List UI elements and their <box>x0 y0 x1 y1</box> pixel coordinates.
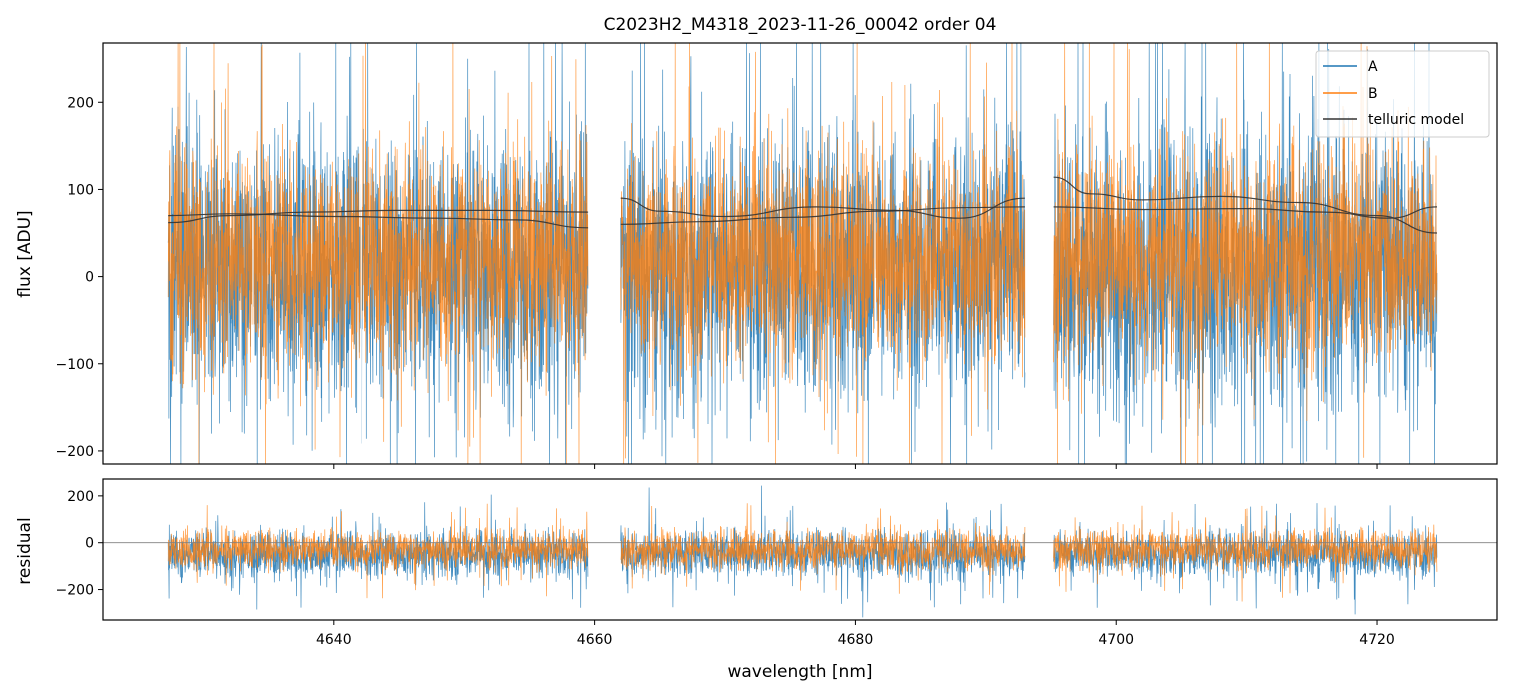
residual-axes-frame <box>102 478 1498 621</box>
legend-label-A: A <box>1368 59 1378 75</box>
x-axis-label: wavelength [nm] <box>727 662 872 682</box>
residual-y-axis-label: residual <box>15 517 35 584</box>
telluric-model-line-5 <box>1053 176 1438 234</box>
telluric-model-line-1 <box>168 209 589 224</box>
residual-y-ticks: −200 0 200 <box>56 489 103 599</box>
chart-title: C2023H2_M4318_2023-11-26_00042 order 04 <box>604 15 997 35</box>
telluric-model-line-6 <box>1053 206 1438 219</box>
residual-x-ticks: 4640 4660 4680 4700 4720 <box>316 620 1395 648</box>
flux-y-tick-label-5: 200 <box>67 95 94 111</box>
flux-y-tick-label-4: 100 <box>67 182 94 198</box>
telluric-model-line-3 <box>620 197 1025 219</box>
spectrum-B-segment-2 <box>620 43 1026 464</box>
legend-label-B: B <box>1368 86 1378 102</box>
residual-B-segment-3 <box>1053 505 1438 602</box>
residual-y-tick-label-2: 0 <box>85 536 94 552</box>
residual-spectra <box>167 485 1438 618</box>
residual-B-segment-2 <box>620 503 1026 595</box>
x-tick-label-1: 4640 <box>316 632 352 648</box>
flux-axes-frame <box>102 42 1498 465</box>
legend: A B telluric model <box>1315 50 1490 138</box>
flux-spectra <box>167 43 1438 464</box>
telluric-model-curves <box>168 176 1438 234</box>
legend-label-telluric: telluric model <box>1368 112 1464 128</box>
telluric-model-line-4 <box>620 206 1025 225</box>
x-tick-label-2: 4660 <box>577 632 613 648</box>
flux-x-ticks <box>333 464 1378 469</box>
x-tick-label-3: 4680 <box>838 632 874 648</box>
legend-frame <box>1315 50 1490 138</box>
flux-panel: −200 −100 0 100 200 flux [ADU] A B telluric … <box>15 42 1498 469</box>
flux-y-tick-label-1: −200 <box>56 444 94 460</box>
flux-y-axis-label: flux [ADU] <box>15 210 35 297</box>
spectrum-B-segment-1 <box>167 43 589 464</box>
spectrum-B-segment-3 <box>1053 43 1438 464</box>
residual-panel: −200 0 200 4640 4660 4680 4700 4720 residual w… <box>15 478 1498 682</box>
residual-B-segment-1 <box>167 503 589 599</box>
residual-y-tick-label-1: −200 <box>56 583 94 599</box>
residual-y-tick-label-3: 200 <box>67 489 94 505</box>
x-tick-label-5: 4720 <box>1359 632 1395 648</box>
x-tick-label-4: 4700 <box>1098 632 1134 648</box>
telluric-model-line-2 <box>168 213 589 229</box>
flux-y-tick-label-3: 0 <box>85 270 94 286</box>
flux-y-ticks: −200 −100 0 100 200 <box>56 95 103 460</box>
flux-y-tick-label-2: −100 <box>56 357 94 373</box>
